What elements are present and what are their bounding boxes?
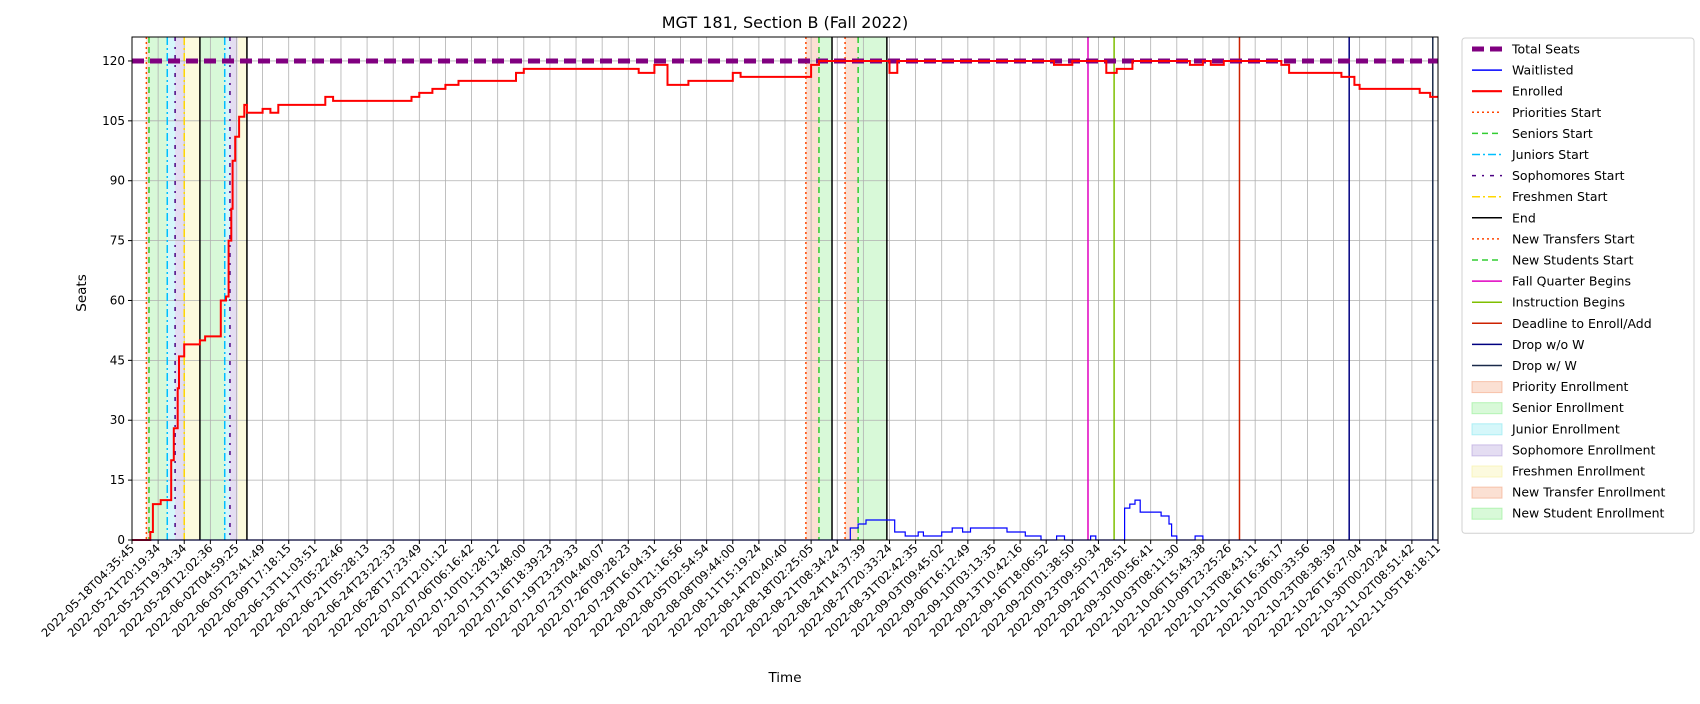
- legend: Total Seats Waitlisted Enrolled Priorities …: [1461, 37, 1695, 534]
- y-tick-label: 60: [110, 293, 125, 307]
- y-tick-label: 45: [110, 353, 125, 367]
- legend-label: Sophomore Enrollment: [1512, 442, 1656, 457]
- legend-label: Priorities Start: [1512, 105, 1601, 120]
- legend-label: New Students Start: [1512, 253, 1634, 268]
- legend-frame: [1461, 37, 1695, 534]
- legend-label: Deadline to Enroll/Add: [1512, 316, 1652, 331]
- region-new-student-enrollment: [858, 37, 887, 540]
- region-junior-enrollment: [167, 37, 176, 540]
- legend-label: Seniors Start: [1512, 126, 1593, 141]
- chart-title: MGT 181, Section B (Fall 2022): [662, 13, 909, 32]
- region-new-transfer-enrollment: [845, 37, 859, 540]
- region-freshmen-enrollment: [237, 37, 247, 540]
- legend-label: Priority Enrollment: [1512, 379, 1629, 394]
- legend-label: Juniors Start: [1511, 147, 1589, 162]
- legend-swatch: [1471, 423, 1503, 436]
- y-tick-label: 105: [102, 114, 125, 128]
- legend-label: Waitlisted: [1512, 63, 1574, 78]
- region-junior-enrollment: [224, 37, 230, 540]
- region-senior-enrollment: [199, 37, 225, 540]
- legend-label: Enrolled: [1512, 84, 1563, 99]
- legend-swatch: [1471, 507, 1503, 520]
- legend-label: Fall Quarter Begins: [1512, 274, 1631, 289]
- series-enrolled: [132, 60, 1438, 541]
- y-ticks: 0 15 30 45 60 75 90 105 120: [102, 54, 132, 547]
- vertical-markers: [145, 37, 1434, 540]
- legend-label: Drop w/o W: [1512, 337, 1584, 352]
- legend-label: Freshmen Enrollment: [1512, 464, 1645, 479]
- y-tick-label: 30: [110, 413, 125, 427]
- x-ticks: 2022-05-18T04:35:452022-05-21T20:19:3420…: [38, 540, 1443, 640]
- legend-swatch: [1471, 486, 1503, 499]
- region-sophomore-enrollment: [175, 37, 185, 540]
- region-priority-enrollment: [146, 37, 149, 540]
- legend-label: End: [1512, 210, 1536, 225]
- y-tick-label: 90: [110, 174, 125, 188]
- legend-label: Drop w/ W: [1512, 358, 1577, 373]
- legend-label: New Student Enrollment: [1512, 506, 1664, 521]
- y-tick-label: 120: [102, 54, 125, 68]
- legend-label: Junior Enrollment: [1511, 421, 1620, 436]
- legend-swatch: [1471, 444, 1503, 457]
- legend-swatch: [1471, 402, 1503, 415]
- y-tick-label: 75: [110, 234, 125, 248]
- legend-label: Freshmen Start: [1512, 189, 1608, 204]
- legend-label: Total Seats: [1511, 42, 1580, 57]
- region-freshmen-enrollment: [184, 37, 200, 540]
- region-sophomore-enrollment: [229, 37, 238, 540]
- y-tick-label: 15: [110, 473, 125, 487]
- legend-label: Instruction Begins: [1512, 295, 1625, 310]
- legend-label: Senior Enrollment: [1512, 400, 1624, 415]
- legend-label: New Transfers Start: [1512, 231, 1635, 246]
- grid: [131, 37, 1439, 541]
- y-tick-label: 0: [117, 533, 125, 547]
- legend-label: New Transfer Enrollment: [1512, 485, 1666, 500]
- region-new-transfer-enrollment: [805, 37, 819, 540]
- region-new-student-enrollment: [818, 37, 833, 540]
- legend-label: Sophomores Start: [1512, 168, 1625, 183]
- legend-swatch: [1471, 381, 1503, 394]
- x-axis-label: Time: [767, 670, 801, 686]
- legend-swatch: [1471, 465, 1503, 478]
- y-axis-label: Seats: [74, 274, 90, 311]
